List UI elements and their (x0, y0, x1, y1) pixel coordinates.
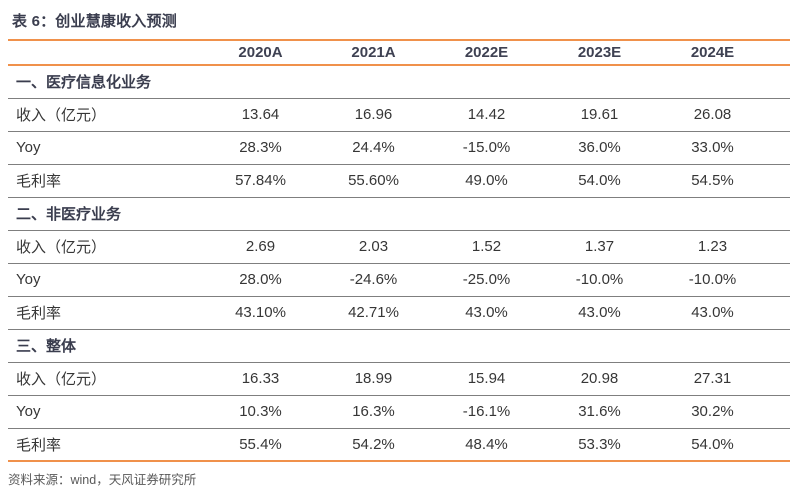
cell: 31.6% (578, 403, 621, 420)
cell: 49.0% (465, 172, 508, 189)
section-header-row-non-medical: 二、非医疗业务 (8, 197, 790, 230)
cell: 15.94 (467, 370, 506, 387)
section-header: 三、整体 (16, 338, 77, 355)
empty-corner-cell (8, 40, 204, 65)
cell: 1.23 (697, 238, 728, 255)
table-row-gross-margin: 毛利率 57.84% 55.60% 49.0% 54.0% 54.5% (8, 164, 790, 197)
row-label: Yoy (16, 403, 41, 420)
cell: 2.69 (245, 238, 276, 255)
cell: 28.0% (239, 271, 282, 288)
cell: 20.98 (580, 370, 619, 387)
section-header: 一、医疗信息化业务 (16, 74, 152, 92)
cell: 14.42 (467, 106, 506, 123)
cell: -10.0% (688, 271, 737, 288)
cell: 16.96 (354, 106, 393, 123)
cell: 28.3% (239, 139, 282, 156)
section-header-row-overall: 三、整体 (8, 329, 790, 362)
cell: 19.61 (580, 106, 619, 123)
row-label: 收入（亿元） (16, 239, 107, 256)
column-header-2024e: 2024E (690, 44, 735, 61)
column-header-2022e: 2022E (464, 44, 509, 61)
cell: 10.3% (239, 403, 282, 420)
column-header-2020a: 2020A (238, 44, 283, 61)
cell: 16.33 (241, 370, 280, 387)
table-title: 表 6：创业慧康收入预测 (12, 13, 177, 30)
cell: -10.0% (575, 271, 624, 288)
table-row-revenue: 收入（亿元） 2.69 2.03 1.52 1.37 1.23 (8, 230, 790, 263)
row-label: Yoy (16, 271, 41, 288)
cell: 43.0% (578, 304, 621, 321)
cell: 53.3% (578, 435, 621, 453)
cell: -15.0% (462, 139, 511, 156)
cell: 54.5% (691, 172, 734, 189)
cell: 43.0% (465, 304, 508, 321)
cell: 54.2% (352, 435, 395, 453)
cell: 43.0% (691, 304, 734, 321)
source-note: 资料来源：wind，天风证券研究所 (8, 473, 197, 487)
cell: 1.52 (471, 238, 502, 255)
section-header-row-medical-it: 一、医疗信息化业务 (8, 65, 790, 98)
cell: 1.37 (584, 238, 615, 255)
column-header-2023e: 2023E (577, 44, 622, 61)
cell: -24.6% (349, 271, 398, 288)
cell: -16.1% (462, 403, 511, 420)
cell: 55.60% (348, 172, 399, 189)
row-label: 收入（亿元） (16, 107, 107, 124)
cell: 16.3% (352, 403, 395, 420)
revenue-forecast-table: 2020A 2021A 2022E 2023E 2024E 一、医疗信息化业务 … (8, 39, 790, 462)
cell: 55.4% (239, 435, 282, 453)
section-header: 二、非医疗业务 (16, 206, 122, 223)
cell: 42.71% (348, 304, 399, 321)
column-header-2021a: 2021A (351, 44, 396, 61)
cell: 24.4% (352, 139, 395, 156)
cell: 27.31 (693, 370, 732, 387)
column-header-row: 2020A 2021A 2022E 2023E 2024E (8, 40, 790, 65)
table-row-yoy: Yoy 10.3% 16.3% -16.1% 31.6% 30.2% (8, 395, 790, 428)
cell: 26.08 (693, 106, 732, 123)
cell: 36.0% (578, 139, 621, 156)
cell: 54.0% (578, 172, 621, 189)
table-row-revenue: 收入（亿元） 16.33 18.99 15.94 20.98 27.31 (8, 362, 790, 395)
row-label: 毛利率 (16, 173, 62, 190)
cell: 48.4% (465, 435, 508, 453)
row-label: 收入（亿元） (16, 371, 107, 388)
cell: 13.64 (241, 106, 280, 123)
table-row-gross-margin: 毛利率 43.10% 42.71% 43.0% 43.0% 43.0% (8, 296, 790, 329)
cell: 43.10% (235, 304, 286, 321)
row-label: 毛利率 (16, 305, 62, 322)
cell: 57.84% (235, 172, 286, 189)
cell: 30.2% (691, 403, 734, 420)
table-row-yoy: Yoy 28.3% 24.4% -15.0% 36.0% 33.0% (8, 131, 790, 164)
table-row-yoy: Yoy 28.0% -24.6% -25.0% -10.0% -10.0% (8, 263, 790, 296)
cell: 33.0% (691, 139, 734, 156)
table-row-revenue: 收入（亿元） 13.64 16.96 14.42 19.61 26.08 (8, 98, 790, 131)
cell: 54.0% (691, 435, 734, 453)
cell: 18.99 (354, 370, 393, 387)
table-row-gross-margin: 毛利率 55.4% 54.2% 48.4% 53.3% 54.0% (8, 428, 790, 461)
cell: -25.0% (462, 271, 511, 288)
row-label: Yoy (16, 139, 41, 156)
cell: 2.03 (358, 238, 389, 255)
row-label: 毛利率 (16, 436, 62, 454)
